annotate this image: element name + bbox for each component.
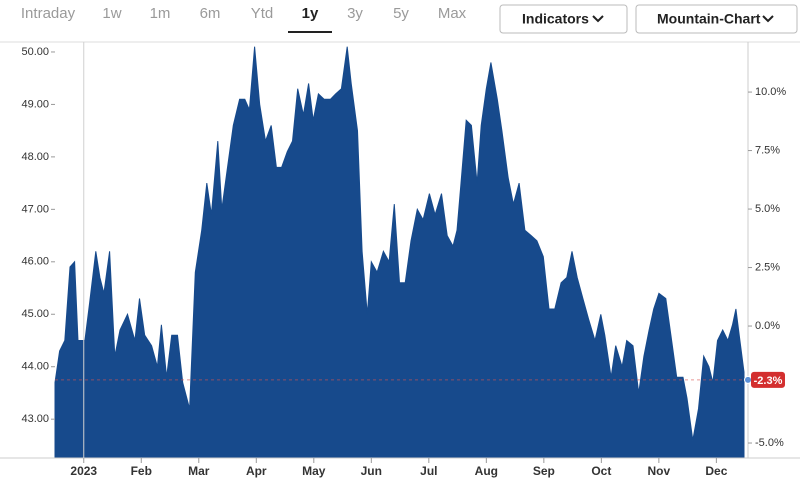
y-tick-label: 44.00 (21, 361, 49, 373)
x-tick-label: Jun (361, 464, 382, 478)
y2-tick-label: 2.5% (755, 261, 780, 273)
x-tick-label: Sep (533, 464, 555, 478)
y2-tick-label: -5.0% (755, 437, 784, 449)
x-tick-label: Jul (420, 464, 437, 478)
x-tick-label: Apr (246, 464, 267, 478)
range-tab[interactable]: Max (438, 5, 467, 22)
chevron (762, 15, 774, 23)
y2-tick-label: 5.0% (755, 203, 780, 215)
current-change-label: -2.3% (754, 375, 783, 387)
chart-type-label[interactable]: Mountain-Chart (657, 11, 761, 27)
y-tick-label: 45.00 (21, 308, 49, 320)
current-dot (744, 375, 752, 384)
y2-tick-label: 0.0% (755, 320, 780, 332)
y-tick-label: 50.00 (21, 46, 49, 58)
range-tab[interactable]: Intraday (21, 5, 76, 22)
range-tab[interactable]: 1w (102, 5, 121, 22)
range-tab[interactable]: 5y (393, 5, 409, 22)
y-tick-label: 43.00 (21, 413, 49, 425)
y2-tick-label: 7.5% (755, 144, 780, 156)
x-tick-label: Dec (705, 464, 727, 478)
indicators-button[interactable] (499, 4, 628, 34)
x-tick-label: Mar (188, 464, 210, 478)
y-tick-label: 48.00 (21, 151, 49, 163)
y2-tick-label: 10.0% (755, 86, 786, 98)
indicators-label[interactable]: Indicators (522, 11, 589, 27)
chart-type-button[interactable] (635, 4, 798, 34)
chevron (592, 15, 604, 23)
x-tick-label: Nov (648, 464, 671, 478)
range-tab[interactable]: 3y (347, 5, 363, 22)
x-tick-label: Feb (131, 464, 152, 478)
range-tab[interactable]: 6m (200, 5, 221, 22)
range-tab[interactable]: Ytd (251, 5, 274, 22)
x-tick-label: May (302, 464, 326, 478)
y-tick-label: 47.00 (21, 203, 49, 215)
x-tick-label: Aug (475, 464, 498, 478)
selected-tab-underline (288, 31, 332, 33)
y-tick-label: 49.00 (21, 98, 49, 110)
x-tick-label: Oct (591, 464, 611, 478)
price-area (54, 46, 745, 459)
current-badge (751, 371, 785, 388)
range-tab[interactable]: 1y (302, 5, 319, 22)
y-tick-label: 46.00 (21, 256, 49, 268)
range-tab[interactable]: 1m (150, 5, 171, 22)
x-tick-label: 2023 (70, 464, 97, 478)
